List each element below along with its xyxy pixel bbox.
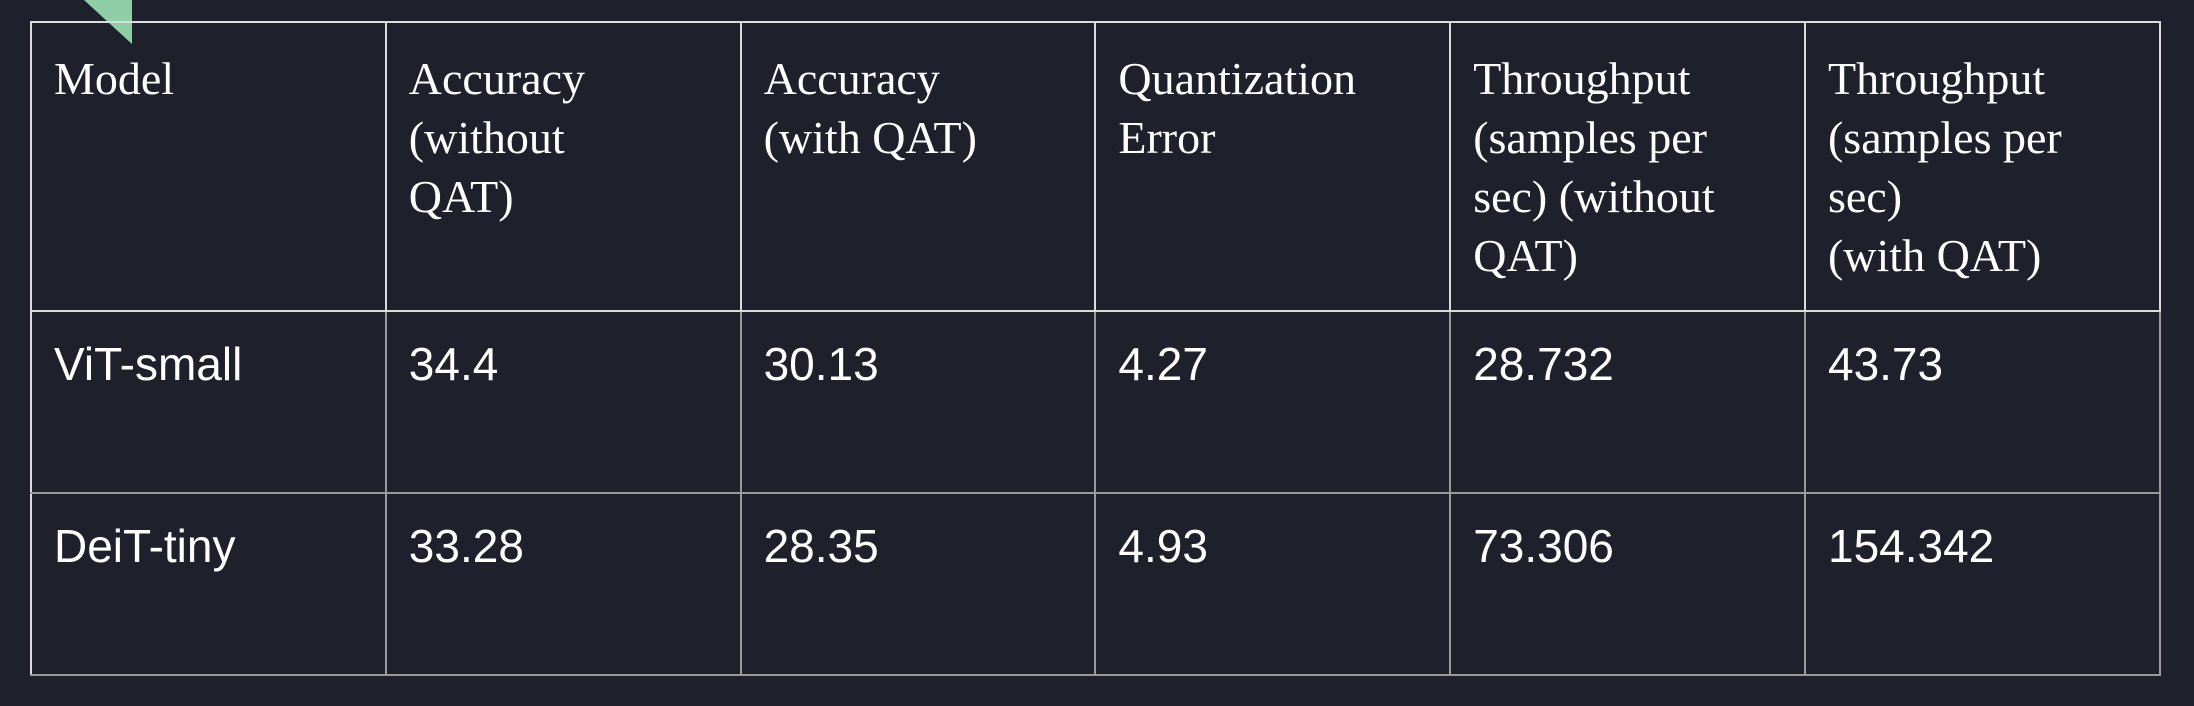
table-row: DeiT-tiny 33.28 28.35 4.93 73.306 154.34… [30, 492, 2161, 676]
header-throughput-with-qat: Throughput (samples per sec) (with QAT) [1803, 21, 2161, 312]
cell-model: ViT-small [30, 310, 387, 494]
cell-accuracy-without-qat: 33.28 [384, 492, 742, 676]
cell-throughput-with-qat: 154.342 [1803, 492, 2161, 676]
header-throughput-without-qat: Throughput (samples per sec) (without QA… [1449, 21, 1806, 312]
table-header: Model Accuracy (without QAT) Accuracy (w… [30, 21, 2161, 312]
header-model: Model [30, 21, 387, 312]
cell-quantization-error: 4.93 [1094, 492, 1452, 676]
cell-accuracy-with-qat: 30.13 [739, 310, 1097, 494]
cell-throughput-without-qat: 73.306 [1449, 492, 1806, 676]
cell-accuracy-with-qat: 28.35 [739, 492, 1097, 676]
table-row: ViT-small 34.4 30.13 4.27 28.732 43.73 [30, 310, 2161, 494]
cell-model: DeiT-tiny [30, 492, 387, 676]
cell-throughput-without-qat: 28.732 [1449, 310, 1806, 494]
header-accuracy-with-qat: Accuracy (with QAT) [739, 21, 1097, 312]
header-row: Model Accuracy (without QAT) Accuracy (w… [30, 21, 2161, 312]
table-body: ViT-small 34.4 30.13 4.27 28.732 43.73 D… [30, 310, 2161, 676]
qat-results-table: Model Accuracy (without QAT) Accuracy (w… [30, 21, 2161, 676]
cell-throughput-with-qat: 43.73 [1803, 310, 2161, 494]
cell-accuracy-without-qat: 34.4 [384, 310, 742, 494]
cell-quantization-error: 4.27 [1094, 310, 1452, 494]
header-quantization-error: Quantization Error [1094, 21, 1452, 312]
header-accuracy-without-qat: Accuracy (without QAT) [384, 21, 742, 312]
